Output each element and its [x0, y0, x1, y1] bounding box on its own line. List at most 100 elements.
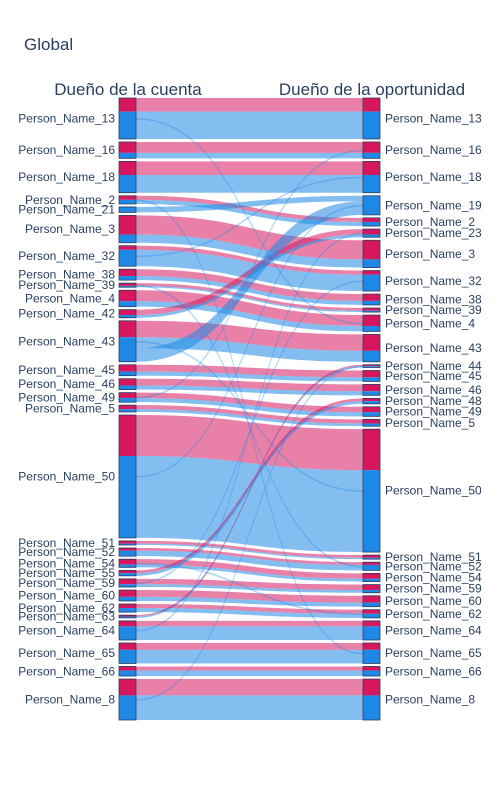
right-node[interactable]	[362, 141, 381, 159]
right-node[interactable]	[362, 307, 381, 313]
left-node-pink-segment[interactable]	[119, 245, 136, 250]
flow-link-blue[interactable]	[136, 596, 363, 607]
left-node-pink-segment[interactable]	[119, 269, 136, 277]
flow-link-pink[interactable]	[136, 398, 363, 574]
left-node-blue-segment[interactable]	[119, 301, 136, 307]
right-node-pink-segment[interactable]	[363, 240, 380, 260]
left-node-blue-segment[interactable]	[119, 564, 136, 568]
flow-link-pink[interactable]	[136, 540, 363, 558]
left-node-pink-segment[interactable]	[119, 141, 136, 153]
left-node-blue-segment[interactable]	[119, 398, 136, 403]
flow-link-blue[interactable]	[136, 670, 363, 677]
right-node-pink-segment[interactable]	[363, 666, 380, 671]
left-node[interactable]	[118, 289, 137, 308]
right-node[interactable]	[362, 384, 381, 396]
left-node-blue-segment[interactable]	[119, 315, 136, 318]
right-node-blue-segment[interactable]	[363, 366, 380, 368]
right-node-pink-segment[interactable]	[363, 315, 380, 326]
right-node-pink-segment[interactable]	[363, 419, 380, 424]
right-node[interactable]	[362, 397, 381, 405]
left-node-pink-segment[interactable]	[119, 590, 136, 597]
flow-link-blue[interactable]	[136, 371, 363, 382]
right-node-pink-segment[interactable]	[363, 294, 380, 301]
right-node-blue-segment[interactable]	[363, 695, 380, 720]
left-node-blue-segment[interactable]	[119, 616, 136, 618]
flow-link-pink[interactable]	[136, 378, 363, 392]
flow-link-pink[interactable]	[136, 283, 363, 311]
left-node-pink-segment[interactable]	[119, 570, 136, 574]
left-node-blue-segment[interactable]	[119, 550, 136, 557]
left-node[interactable]	[118, 245, 137, 267]
left-node-pink-segment[interactable]	[119, 415, 136, 456]
left-node[interactable]	[118, 589, 137, 602]
left-node-blue-segment[interactable]	[119, 152, 136, 159]
right-node-pink-segment[interactable]	[363, 584, 380, 591]
flow-link-blue[interactable]	[136, 276, 363, 305]
left-node-blue-segment[interactable]	[119, 276, 136, 281]
right-node-pink-segment[interactable]	[363, 98, 380, 112]
left-node-pink-segment[interactable]	[119, 540, 136, 544]
right-node-blue-segment[interactable]	[363, 578, 380, 582]
flow-link-pink[interactable]	[136, 620, 363, 627]
right-node-blue-segment[interactable]	[363, 221, 380, 227]
right-node[interactable]	[362, 314, 381, 332]
right-node[interactable]	[362, 678, 381, 721]
left-node-blue-segment[interactable]	[119, 455, 136, 538]
left-node-pink-segment[interactable]	[119, 161, 136, 176]
right-node[interactable]	[362, 561, 381, 571]
flow-link-blue[interactable]	[136, 175, 363, 193]
right-node-pink-segment[interactable]	[363, 370, 380, 378]
right-node-blue-segment[interactable]	[363, 564, 380, 571]
right-node-blue-segment[interactable]	[363, 423, 380, 427]
right-node[interactable]	[362, 334, 381, 363]
right-node[interactable]	[362, 293, 381, 306]
left-node-pink-segment[interactable]	[119, 578, 136, 585]
left-node-pink-segment[interactable]	[119, 195, 136, 200]
flow-link-pink[interactable]	[136, 290, 363, 326]
right-node[interactable]	[362, 666, 381, 677]
flow-link-pink[interactable]	[136, 603, 363, 614]
flow-link-blue[interactable]	[136, 401, 363, 576]
left-node-blue-segment[interactable]	[119, 543, 136, 545]
left-node-pink-segment[interactable]	[119, 320, 136, 338]
flow-link-blue[interactable]	[136, 649, 363, 664]
flow-link-blue[interactable]	[136, 111, 363, 139]
flow-link-pink[interactable]	[136, 98, 363, 112]
left-node[interactable]	[118, 141, 137, 159]
left-node-blue-segment[interactable]	[119, 649, 136, 664]
flow-link-pink[interactable]	[136, 161, 363, 176]
right-node-blue-segment[interactable]	[363, 377, 380, 382]
left-node[interactable]	[118, 547, 137, 557]
left-node-blue-segment[interactable]	[119, 199, 136, 204]
flow-link-pink[interactable]	[136, 666, 363, 671]
right-node-blue-segment[interactable]	[363, 613, 380, 618]
left-node-pink-segment[interactable]	[119, 98, 136, 112]
right-node[interactable]	[362, 428, 381, 553]
left-node-blue-segment[interactable]	[119, 234, 136, 243]
right-node-pink-segment[interactable]	[363, 555, 380, 558]
right-node-blue-segment[interactable]	[363, 300, 380, 305]
right-node-blue-segment[interactable]	[363, 602, 380, 607]
right-node-blue-segment[interactable]	[363, 412, 380, 417]
left-node-blue-segment[interactable]	[119, 385, 136, 390]
left-node-blue-segment[interactable]	[119, 608, 136, 613]
right-node-blue-segment[interactable]	[363, 649, 380, 664]
right-node-pink-segment[interactable]	[363, 406, 380, 413]
right-node-blue-segment[interactable]	[363, 470, 380, 553]
right-node-blue-segment[interactable]	[363, 310, 380, 313]
flow-link-pink[interactable]	[136, 578, 363, 591]
left-node[interactable]	[118, 364, 137, 377]
right-node-blue-segment[interactable]	[363, 195, 380, 215]
flow-link-pink[interactable]	[136, 415, 363, 471]
right-node-pink-segment[interactable]	[363, 161, 380, 176]
flow-link-pink[interactable]	[136, 642, 363, 650]
left-node-blue-segment[interactable]	[119, 695, 136, 720]
left-node[interactable]	[118, 614, 137, 619]
left-node-pink-segment[interactable]	[119, 615, 136, 617]
flow-link-pink[interactable]	[136, 195, 363, 222]
left-node-pink-segment[interactable]	[119, 290, 136, 302]
right-node-pink-segment[interactable]	[363, 398, 380, 402]
left-node-blue-segment[interactable]	[119, 584, 136, 588]
right-node-blue-segment[interactable]	[363, 670, 380, 677]
right-node[interactable]	[362, 620, 381, 641]
